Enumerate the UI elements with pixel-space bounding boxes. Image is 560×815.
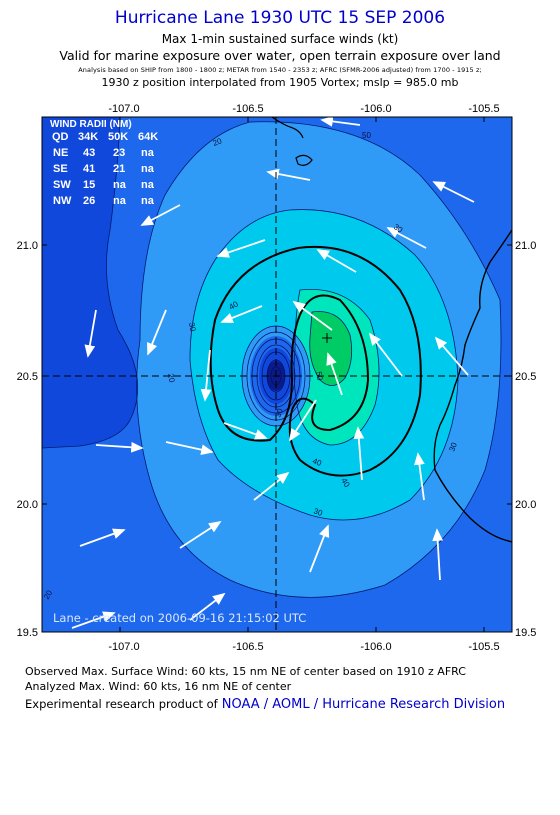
wind-radii-sw-34k: 15 bbox=[83, 179, 95, 191]
wind-radii-ne-64k: na bbox=[141, 147, 155, 159]
max-wind-radius-contour bbox=[209, 245, 422, 477]
subtitle-position: 1930 z position interpolated from 1905 V… bbox=[101, 76, 459, 89]
wind-radii-sw-64k: na bbox=[141, 179, 155, 191]
wind-field-map: -107.0 -106.5 -106.0 -105.5 -107.0 -106.… bbox=[17, 103, 537, 653]
contour-lines bbox=[42, 117, 502, 598]
observed-max-wind: Observed Max. Surface Wind: 60 kts, 15 n… bbox=[25, 665, 466, 678]
subtitle-validity: Valid for marine exposure over water, op… bbox=[59, 48, 501, 63]
lon-label-top-1: -107.0 bbox=[108, 103, 139, 115]
wind-radii-sw-quadrant: SW bbox=[53, 179, 71, 191]
wind-radii-se-quadrant: SE bbox=[53, 163, 68, 175]
lon-label-top-2: -106.5 bbox=[232, 103, 263, 115]
wind-radii-se-50k: 21 bbox=[113, 163, 125, 175]
contour-label: 30 bbox=[447, 441, 459, 453]
hrd-org-link[interactable]: NOAA / AOML / Hurricane Research Divisio… bbox=[221, 697, 506, 712]
wind-radii-se-34k: 41 bbox=[83, 163, 95, 175]
wind-vectors bbox=[71, 117, 475, 629]
lat-label-left-1: 21.0 bbox=[17, 240, 38, 252]
max-wind-marker bbox=[322, 333, 332, 343]
wind-radii-ne-50k: 23 bbox=[113, 147, 125, 159]
coastline bbox=[433, 229, 512, 543]
map-title: Hurricane Lane 1930 UTC 15 SEP 2006 bbox=[114, 8, 446, 28]
lat-label-right-1: 21.0 bbox=[515, 240, 536, 252]
wind-radii-nw-34k: 26 bbox=[83, 195, 95, 207]
creation-credit: Lane - created on 2006-09-16 21:15:02 UT… bbox=[53, 611, 306, 625]
wind-radii-nw-50k: na bbox=[113, 195, 127, 207]
wind-radii-header-50k: 50K bbox=[108, 131, 128, 143]
lat-label-right-4: 19.5 bbox=[515, 627, 536, 639]
lon-label-bottom-4: -105.5 bbox=[468, 641, 499, 653]
lon-label-bottom-1: -107.0 bbox=[108, 641, 139, 653]
wind-contour-field bbox=[42, 117, 512, 632]
contour-labels: 20 30 40 50 30 40 30 20 30 40 50 30 20 bbox=[42, 131, 459, 601]
wind-radii-table: WIND RADII (NM) QD 34K 50K 64K NE 43 23 … bbox=[50, 119, 158, 207]
wind-radii-header-34k: 34K bbox=[78, 131, 98, 143]
wind-radii-nw-64k: na bbox=[141, 195, 155, 207]
lat-label-left-4: 19.5 bbox=[17, 627, 38, 639]
contour-label: 30 bbox=[273, 407, 285, 419]
wind-radii-ne-quadrant: NE bbox=[53, 147, 68, 159]
wind-radii-sw-50k: na bbox=[113, 179, 127, 191]
contour-label: 30 bbox=[187, 322, 198, 333]
band-60kt bbox=[309, 311, 352, 386]
lat-label-right-2: 20.5 bbox=[515, 371, 536, 383]
analyzed-max-wind: Analyzed Max. Wind: 60 kts, 16 nm NE of … bbox=[25, 680, 292, 693]
research-credit: Experimental research product of NOAA / A… bbox=[25, 697, 505, 712]
contour-label: 20 bbox=[166, 373, 177, 384]
lon-label-bottom-3: -106.0 bbox=[360, 641, 391, 653]
lon-label-top-3: -106.0 bbox=[360, 103, 391, 115]
lon-label-bottom-2: -106.5 bbox=[232, 641, 263, 653]
lat-label-left-3: 20.0 bbox=[17, 499, 38, 511]
lat-label-right-3: 20.0 bbox=[515, 499, 536, 511]
contour-label: 40 bbox=[311, 456, 323, 468]
island-outline bbox=[295, 154, 313, 166]
contour-label: 20 bbox=[212, 136, 224, 148]
contour-label: 50 bbox=[362, 131, 371, 140]
wind-radii-header-64k: 64K bbox=[138, 131, 158, 143]
contour-label: 50 bbox=[314, 371, 325, 382]
subtitle-max-wind: Max 1-min sustained surface winds (kt) bbox=[161, 32, 399, 46]
plot-frame bbox=[41, 116, 513, 633]
axis-tick-marks bbox=[42, 117, 512, 633]
research-credit-prefix: Experimental research product of bbox=[25, 697, 218, 711]
coastline-north bbox=[271, 117, 304, 139]
subtitle-analysis-sources: Analysis based on SHIP from 1800 - 1800 … bbox=[78, 66, 482, 74]
wind-radii-header-qd: QD bbox=[52, 131, 69, 143]
wind-radii-nw-quadrant: NW bbox=[53, 195, 72, 207]
wind-radii-title: WIND RADII (NM) bbox=[50, 119, 132, 130]
lat-label-left-2: 20.5 bbox=[17, 371, 38, 383]
wind-radii-ne-34k: 43 bbox=[83, 147, 95, 159]
contour-label: 30 bbox=[312, 506, 324, 518]
wind-radii-se-64k: na bbox=[141, 163, 155, 175]
lon-label-top-4: -105.5 bbox=[468, 103, 499, 115]
